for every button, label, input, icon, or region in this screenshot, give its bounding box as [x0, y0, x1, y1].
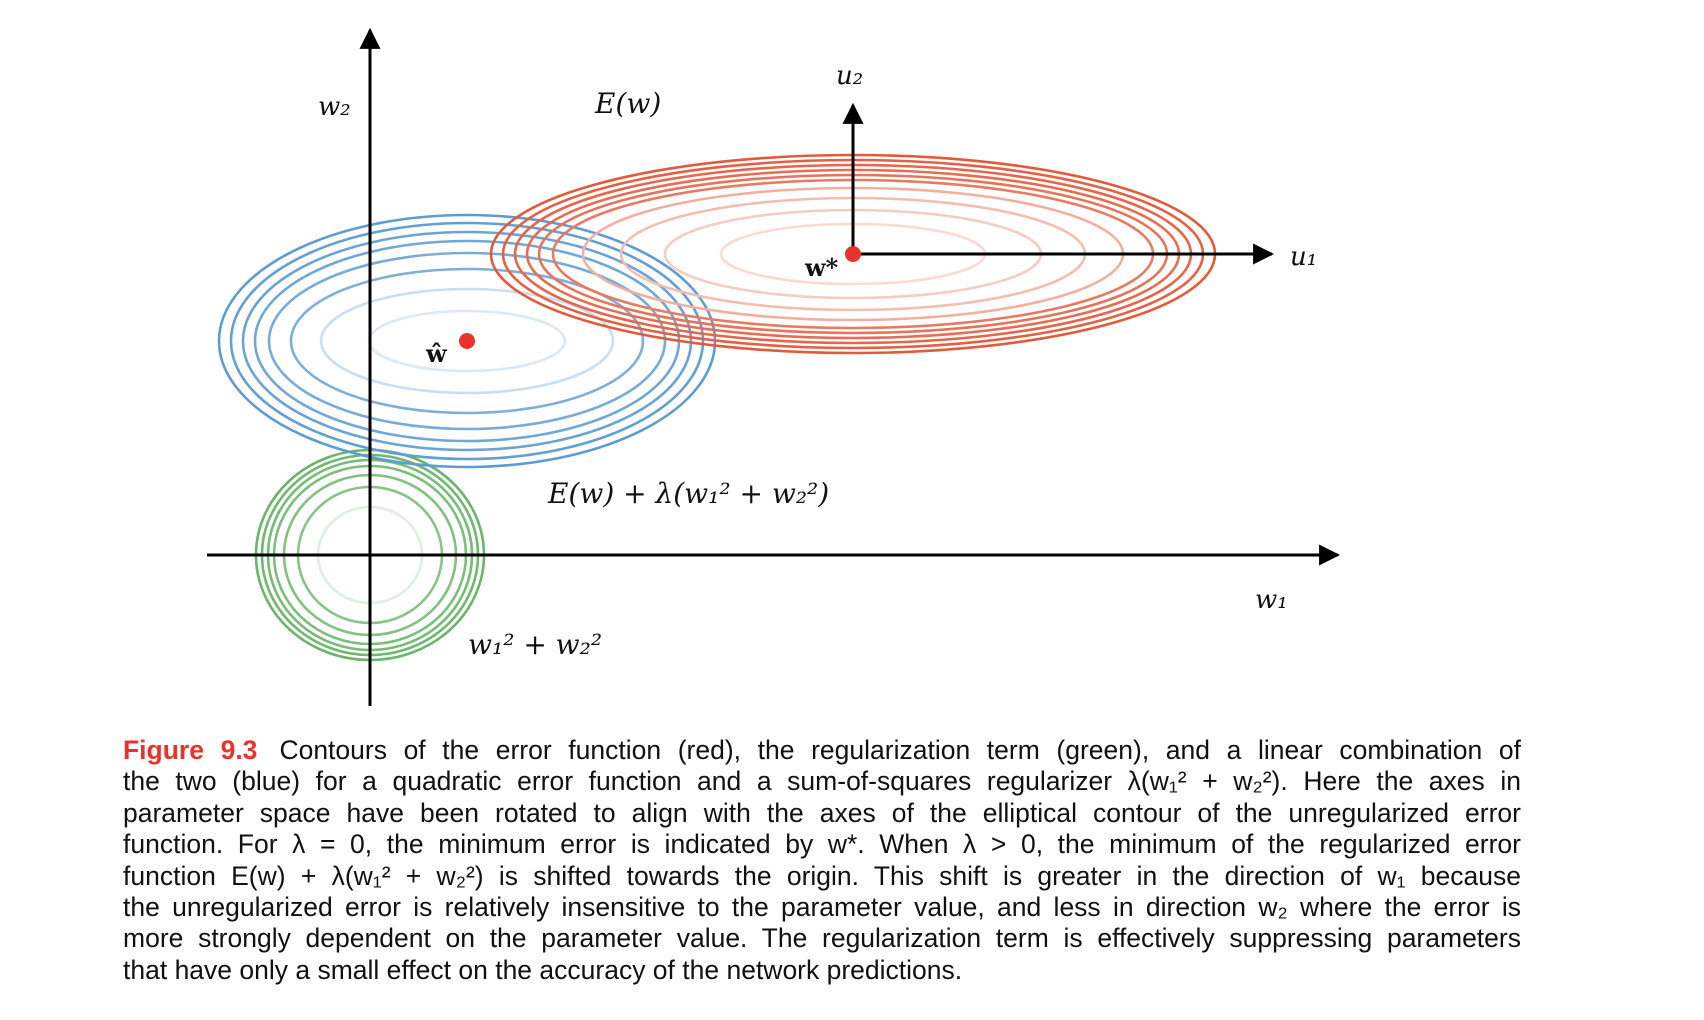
w-star-point [845, 246, 861, 262]
figure-caption: Figure 9.3 Contours of the error function… [123, 735, 1521, 986]
figure-label: Figure 9.3 [123, 735, 258, 765]
combined-contour [267, 251, 667, 431]
w2-label: w₂ [318, 92, 351, 122]
error-function-label: E(w) [594, 87, 661, 120]
caption-line: the unregularized error is relatively in… [123, 892, 1521, 923]
caption-line: the two (blue) for a quadratic error fun… [123, 766, 1521, 797]
contour-figure: w₂ w₁ u₂ u₁ E(w) E(w) + λ(w₁² + w₂²) w₁²… [207, 27, 1341, 706]
combined-contours [217, 213, 717, 469]
caption-line: that have only a small effect on the acc… [123, 954, 963, 985]
caption-line: parameter space have been rotated to ali… [123, 797, 1521, 828]
combined-contour [241, 230, 693, 452]
combined-contour [289, 267, 645, 415]
w-hat-point [459, 333, 475, 349]
combined-label: E(w) + λ(w₁² + w₂²) [547, 477, 829, 510]
combined-contour [319, 287, 615, 395]
caption-line: function E(w) + λ(w₁² + w₂²) is shifted … [123, 860, 1521, 891]
combined-contour [229, 221, 705, 461]
u2-label: u₂ [836, 61, 863, 91]
w-star-label: w* [804, 253, 839, 282]
regularizer-label: w₁² + w₂² [468, 628, 602, 661]
w-hat-label: ŵ [425, 339, 448, 368]
u1-label: u₁ [1290, 242, 1317, 272]
caption-line: more strongly dependent on the parameter… [123, 923, 1521, 954]
caption-line: function. For λ = 0, the minimum error i… [123, 829, 1521, 860]
caption-line: Figure 9.3 Contours of the error function… [123, 735, 1521, 765]
w1-label: w₁ [1255, 585, 1288, 615]
